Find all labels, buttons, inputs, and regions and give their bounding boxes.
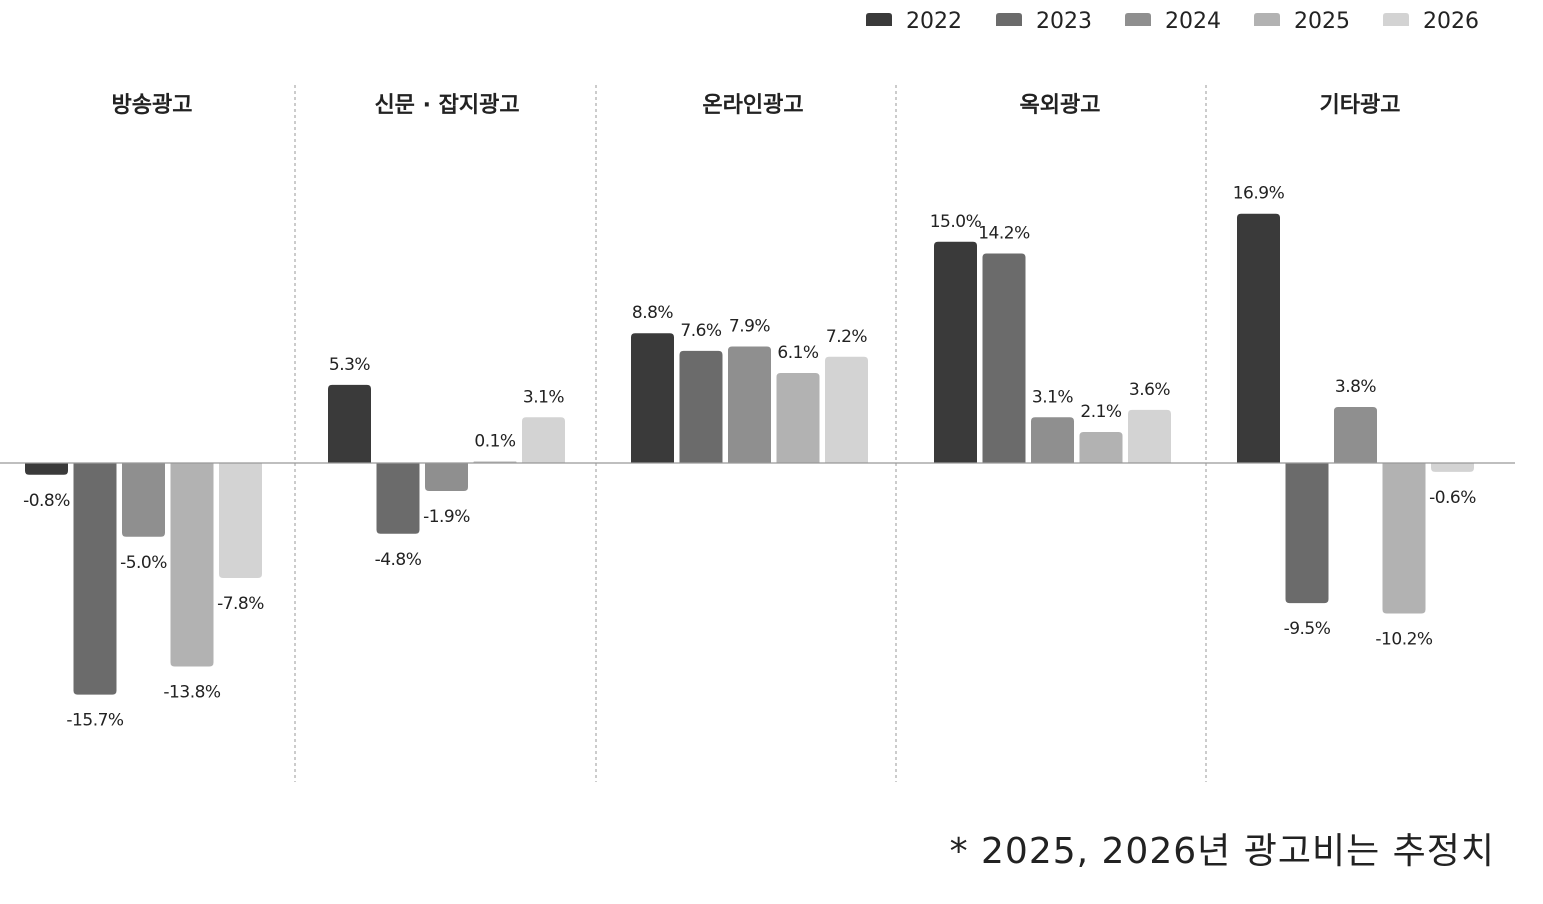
bar-2025 <box>776 373 820 463</box>
group-title: 방송광고 <box>112 93 193 118</box>
footnote: * 2025, 2026년 광고비는 추정치 <box>949 831 1495 872</box>
data-label: 7.9% <box>729 316 771 336</box>
data-label: -13.8% <box>163 683 220 703</box>
data-label: -0.8% <box>23 491 70 511</box>
bar-2026 <box>219 463 262 579</box>
bar-2022 <box>631 333 674 463</box>
data-label: -5.0% <box>120 553 167 573</box>
bar-2026 <box>1128 409 1171 463</box>
group-title: 옥외광고 <box>1020 93 1101 118</box>
bar-2022 <box>328 384 371 463</box>
legend-swatch-2023 <box>996 13 1022 26</box>
bar-2025 <box>170 463 214 667</box>
data-label: -4.8% <box>375 550 422 570</box>
data-label: 7.2% <box>826 327 868 347</box>
data-label: -15.7% <box>66 711 123 731</box>
bar-2025 <box>1382 463 1426 614</box>
legend-swatch-2025 <box>1254 13 1280 26</box>
group-title: 신문 · 잡지광고 <box>374 93 519 118</box>
legend-label-2025: 2025 <box>1294 9 1350 34</box>
legend-label-2023: 2023 <box>1036 9 1092 34</box>
legend-swatch-2026 <box>1383 13 1409 26</box>
legend-label-2024: 2024 <box>1165 9 1221 34</box>
group-title: 온라인광고 <box>702 93 803 118</box>
bar-2022 <box>25 463 68 475</box>
bar-2023 <box>73 463 117 695</box>
bar-2024 <box>1031 417 1074 463</box>
data-label: 16.9% <box>1233 184 1285 204</box>
data-label: -0.6% <box>1429 488 1476 508</box>
data-label: 3.1% <box>523 387 565 407</box>
data-label: -7.8% <box>217 594 264 614</box>
bar-2022 <box>934 241 977 463</box>
data-label: 3.1% <box>1032 387 1074 407</box>
bar-2025 <box>1079 432 1123 463</box>
data-label: 3.8% <box>1335 377 1377 397</box>
legend-label-2026: 2026 <box>1423 9 1479 34</box>
bar-2022 <box>1237 213 1280 463</box>
legend-swatch-2024 <box>1125 13 1151 26</box>
bar-2024 <box>728 346 771 463</box>
bar-2024 <box>425 463 468 492</box>
bar-2024 <box>122 463 165 537</box>
data-label: 8.8% <box>632 303 674 323</box>
data-label: -10.2% <box>1375 629 1432 649</box>
group-title: 기타광고 <box>1320 93 1401 118</box>
data-label: 2.1% <box>1080 402 1122 422</box>
data-label: 7.6% <box>680 321 722 341</box>
bar-2023 <box>376 463 420 534</box>
bar-2026 <box>1431 463 1474 472</box>
bar-2023 <box>982 253 1026 463</box>
bar-2026 <box>522 417 565 463</box>
bar-2023 <box>679 350 723 463</box>
data-label: 15.0% <box>930 212 982 232</box>
bar-2024 <box>1334 406 1377 463</box>
legend-swatch-2022 <box>866 13 892 26</box>
data-label: 3.6% <box>1129 380 1171 400</box>
bar-2026 <box>825 356 868 463</box>
data-label: 0.1% <box>474 432 516 452</box>
data-label: 14.2% <box>978 224 1030 244</box>
data-label: 5.3% <box>329 355 371 375</box>
data-label: -1.9% <box>423 507 470 527</box>
bar-2023 <box>1285 463 1329 604</box>
legend-label-2022: 2022 <box>906 9 962 34</box>
data-label: 6.1% <box>777 343 819 363</box>
data-label: -9.5% <box>1284 619 1331 639</box>
